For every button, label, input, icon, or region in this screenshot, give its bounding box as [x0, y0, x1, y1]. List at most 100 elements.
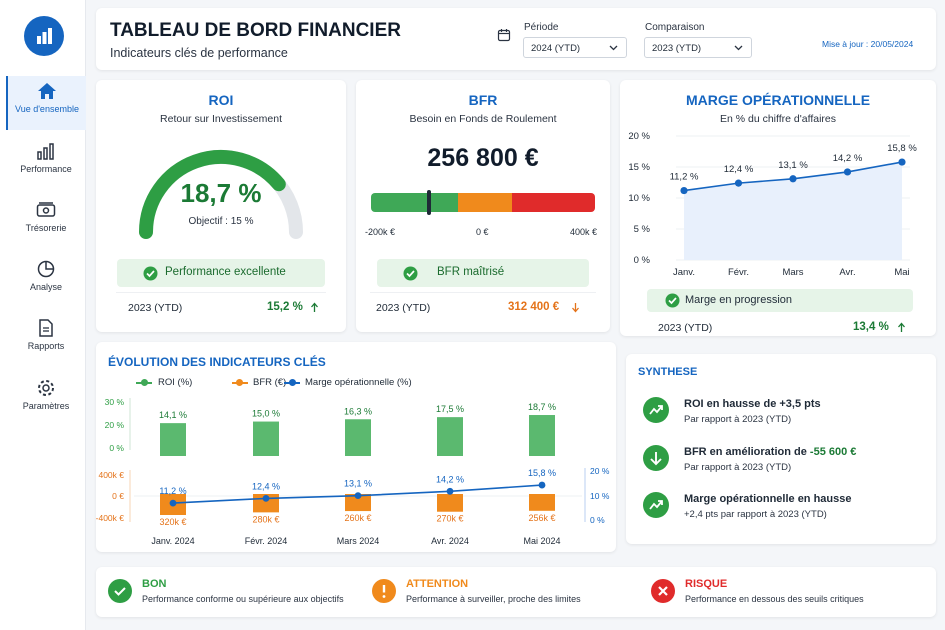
bfr-prev-label: 2023 (YTD) [376, 302, 431, 314]
marge-status-text: Marge en progression [685, 294, 793, 306]
evolution-title: ÉVOLUTION DES INDICATEURS CLÉS [108, 355, 326, 369]
sidebar-item-label: Analyse [29, 282, 63, 292]
x-tick-label: Mars 2024 [337, 536, 380, 546]
y-tick-label: 10 % [628, 193, 650, 204]
y-tick-label: 5 % [634, 224, 651, 235]
legend-warning-title: ATTENTION [406, 578, 469, 590]
x-tick-label: Mars [782, 267, 803, 278]
bfr-prev-value: 312 400 € [508, 301, 560, 313]
compare-value: 2023 (YTD) [652, 43, 702, 54]
sidebar-item-label: Vue d'ensemble [15, 104, 79, 114]
trend-up-icon [643, 492, 669, 518]
compare-label: Comparaison [645, 22, 705, 33]
marge-axis-tick: 20 % [590, 466, 610, 476]
roi-bar-label: 16,3 % [344, 406, 372, 416]
bfr-zone-warning [458, 193, 513, 212]
roi-bar-label: 17,5 % [436, 404, 464, 414]
data-label: 11,2 % [670, 172, 699, 183]
legend-good-desc: Performance conforme ou supérieure aux o… [142, 594, 344, 604]
divider [116, 292, 326, 293]
x-tick-label: Janv. [673, 267, 695, 278]
roi-bar [437, 417, 463, 456]
bfr-axis-tick: -400k € [96, 513, 124, 523]
legend-good-title: BON [142, 578, 167, 590]
bfr-scale-max: 400k € [570, 227, 598, 237]
roi-prev-value: 15,2 % [267, 301, 303, 313]
marge-point-label: 15,8 % [528, 468, 556, 478]
x-tick-label: Avr. [839, 267, 855, 278]
roi-gauge [139, 150, 303, 239]
x-tick-label: Févr. [728, 267, 749, 278]
marge-card: MARGE OPÉRATIONNELLE En % du chiffre d'a… [620, 80, 936, 336]
arrow-down-icon [643, 445, 669, 471]
bfr-title: BFR [468, 92, 498, 108]
pie-chart-icon [37, 260, 55, 278]
bfr-scale-zero: 0 € [476, 227, 489, 237]
roi-axis-tick: 30 % [105, 397, 125, 407]
roi-bar [529, 415, 555, 456]
marge-point [789, 175, 797, 183]
bfr-axis-tick: 400k € [98, 470, 124, 480]
bfr-scale-bar [371, 193, 595, 212]
app-logo[interactable] [24, 16, 64, 56]
bfr-bar-label: 260k € [344, 513, 371, 523]
sidebar-item-performance[interactable]: Performance [6, 136, 86, 190]
y-tick-label: 0 % [634, 255, 651, 266]
legend-roi: ROI (%) [158, 377, 193, 388]
x-tick-label: Mai 2024 [523, 536, 560, 546]
bfr-value: 256 800 € [427, 144, 539, 172]
marge-point [734, 179, 743, 187]
update-date: Mise à jour : 20/05/2024 [822, 39, 914, 49]
data-label: 14,2 % [833, 153, 863, 164]
marge-title: MARGE OPÉRATIONNELLE [685, 92, 871, 108]
roi-prev-label: 2023 (YTD) [128, 302, 183, 314]
bar-chart-logo-icon [37, 28, 52, 44]
compare-select[interactable]: 2023 (YTD) [644, 37, 752, 58]
marge-point-label: 14,2 % [436, 474, 464, 484]
legend-risk-title: RISQUE [685, 578, 728, 590]
roi-objective: Objectif : 15 % [188, 216, 254, 227]
bfr-scale-min: -200k € [365, 227, 396, 237]
evolution-legend: ROI (%) BFR (€) Marge opérationnelle (%) [136, 377, 466, 391]
legend-marge: Marge opérationnelle (%) [305, 377, 412, 388]
chevron-down-icon [734, 45, 743, 51]
sidebar-item-label: Trésorerie [25, 223, 67, 233]
synthese-item-title: Marge opérationnelle en hausse [684, 493, 852, 505]
divider [370, 292, 596, 293]
marge-point [680, 186, 688, 195]
bfr-card: BFR Besoin en Fonds de Roulement 256 800… [356, 80, 610, 332]
synthese-item-sub: Par rapport à 2023 (YTD) [684, 414, 792, 425]
data-label: 15,8 % [887, 143, 917, 154]
roi-axis-tick: 20 % [105, 420, 125, 430]
sidebar-item-label: Rapports [27, 341, 65, 351]
bar-chart-icon [37, 143, 54, 160]
synthese-item-sub: +2,4 pts par rapport à 2023 (YTD) [684, 509, 827, 520]
chevron-down-icon [609, 45, 618, 51]
bfr-bar-label: 256k € [528, 513, 555, 523]
evolution-chart: 30 % 20 % 0 % 400k € 0 € -400k € 20 % 10 % 0 % 14… [96, 397, 610, 546]
sidebar-item-analyse[interactable]: Analyse [6, 254, 86, 308]
roi-value: 18,7 % [180, 178, 262, 208]
bfr-bar-label: 320k € [159, 517, 186, 527]
sidebar-item-rapports[interactable]: Rapports [6, 313, 86, 367]
marge-prev-value: 13,4 % [853, 321, 889, 333]
roi-subtitle: Retour sur Investissement [160, 113, 282, 125]
sidebar-item-overview[interactable]: Vue d'ensemble [6, 76, 86, 130]
trend-up-icon [643, 397, 669, 423]
legend-warning-desc: Performance à surveiller, proche des lim… [406, 594, 581, 604]
data-label: 13,1 % [778, 160, 808, 171]
period-select[interactable]: 2024 (YTD) [523, 37, 627, 58]
y-tick-label: 15 % [628, 162, 650, 173]
bfr-bar-label: 270k € [436, 514, 463, 524]
roi-bar [160, 423, 186, 456]
synthese-item-title: BFR en amélioration de -55 600 € [684, 446, 856, 458]
bfr-subtitle: Besoin en Fonds de Roulement [409, 113, 557, 125]
marge-point [262, 494, 270, 502]
calendar-icon [497, 29, 511, 42]
synthese-item-title-text: BFR en amélioration de [684, 446, 810, 458]
sidebar-item-parametres[interactable]: Paramètres [6, 373, 86, 427]
sidebar-item-tresorerie[interactable]: Trésorerie [6, 195, 86, 249]
header: TABLEAU DE BORD FINANCIER Indicateurs cl… [96, 8, 936, 70]
period-label: Période [524, 22, 559, 33]
arrow-up-icon [311, 302, 318, 312]
